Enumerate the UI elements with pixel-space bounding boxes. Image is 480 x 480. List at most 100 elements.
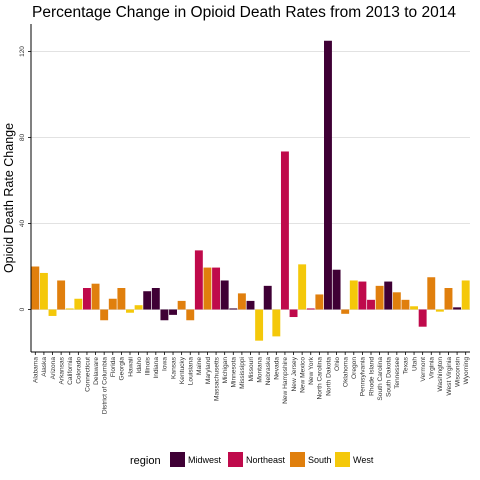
x-tick-label: Wyoming xyxy=(463,357,470,385)
x-tick-label: New Jersey xyxy=(291,356,298,391)
bar xyxy=(392,292,401,310)
x-tick-label: Connecticut xyxy=(84,357,91,392)
x-tick-label: Texas xyxy=(403,356,410,374)
x-tick-label: Nebraska xyxy=(265,357,272,386)
legend-title: region xyxy=(130,455,161,467)
x-tick-label: Minnesota xyxy=(231,357,238,388)
bar xyxy=(298,264,307,310)
legend-label-south: South xyxy=(308,455,332,465)
y-axis-label: Opioid Death Rate Change xyxy=(2,123,16,273)
y-axis-ticks: 0 40 80 120 xyxy=(19,46,31,311)
x-tick-label: Mississippi xyxy=(239,356,246,388)
x-tick-label: District of Columbia xyxy=(101,357,108,414)
bar xyxy=(401,299,410,310)
gridlines xyxy=(31,51,470,310)
x-tick-label: North Dakota xyxy=(325,357,332,396)
x-tick-label: Vermont xyxy=(420,357,427,382)
bar xyxy=(74,298,83,310)
bar xyxy=(220,280,229,310)
legend-key-west xyxy=(335,452,350,467)
bar xyxy=(255,309,264,341)
bar xyxy=(117,288,126,310)
bar xyxy=(160,309,169,321)
bar xyxy=(82,288,91,310)
bar xyxy=(341,309,350,314)
bar xyxy=(39,272,48,310)
x-tick-label: Arizona xyxy=(50,357,57,380)
bar xyxy=(100,309,109,321)
x-tick-label: New Mexico xyxy=(299,357,306,393)
x-tick-label: Ohio xyxy=(334,357,341,371)
bar xyxy=(349,280,358,310)
x-tick-label: West Virginia xyxy=(446,357,453,396)
x-tick-label: Indiana xyxy=(153,357,160,379)
bars xyxy=(31,40,470,341)
x-tick-label: Louisiana xyxy=(188,357,195,386)
bar xyxy=(306,308,315,310)
x-axis-ticks: Alabama Alaska Arizona Arkansas California Co… xyxy=(33,352,470,414)
bar xyxy=(186,309,195,321)
bar xyxy=(177,300,186,310)
bar xyxy=(134,305,143,310)
bar xyxy=(263,285,272,310)
bar xyxy=(384,281,393,310)
x-tick-label: Delaware xyxy=(93,357,100,385)
bar xyxy=(108,298,117,310)
bar xyxy=(332,269,341,310)
x-tick-label: Maine xyxy=(196,357,203,375)
bar xyxy=(453,307,462,310)
chart-title: Percentage Change in Opioid Death Rates … xyxy=(32,4,456,21)
bar xyxy=(427,277,436,310)
x-tick-label: California xyxy=(67,357,74,385)
bar xyxy=(375,285,384,310)
x-tick-label: New York xyxy=(308,356,315,385)
legend-label-northeast: Northeast xyxy=(246,455,286,465)
legend: region Midwest Northeast South West xyxy=(130,452,374,467)
x-tick-label: Arkansas xyxy=(58,356,65,384)
bar xyxy=(315,294,324,310)
bar xyxy=(418,309,427,327)
x-tick-label: Oregon xyxy=(351,357,358,379)
legend-key-south xyxy=(290,452,305,467)
x-tick-label: Kentucky xyxy=(179,356,186,384)
bar xyxy=(461,280,470,310)
x-tick-label: Alabama xyxy=(33,357,40,383)
bar xyxy=(435,309,444,312)
bar xyxy=(367,299,375,310)
y-tick-label: 80 xyxy=(19,134,26,142)
bar xyxy=(358,281,367,310)
legend-label-west: West xyxy=(353,455,374,465)
y-tick-label: 0 xyxy=(19,307,26,311)
x-tick-label: South Dakota xyxy=(386,357,393,397)
x-tick-label: Hawaii xyxy=(127,356,134,376)
x-tick-label: Rhode Island xyxy=(368,357,375,396)
x-tick-label: Wisconsin xyxy=(454,357,461,387)
bar xyxy=(280,151,289,310)
y-tick-label: 120 xyxy=(19,46,26,57)
x-tick-label: New Hampshire xyxy=(282,357,289,404)
bar xyxy=(324,40,332,310)
x-tick-label: Massachusetts xyxy=(213,356,220,401)
legend-key-midwest xyxy=(170,452,185,467)
bar xyxy=(272,309,281,337)
x-tick-label: Illinois xyxy=(145,356,152,375)
bar xyxy=(212,267,221,310)
bar xyxy=(237,293,246,310)
x-tick-label: Nevada xyxy=(274,357,281,380)
legend-key-northeast xyxy=(228,452,243,467)
bar xyxy=(289,309,298,318)
y-tick-label: 40 xyxy=(19,220,26,228)
x-tick-label: Utah xyxy=(411,357,418,371)
x-tick-label: South Carolina xyxy=(377,357,384,401)
x-tick-label: Montana xyxy=(256,357,263,383)
bar xyxy=(143,291,152,310)
x-tick-label: Michigan xyxy=(222,357,229,384)
x-tick-label: Washington xyxy=(437,357,444,392)
x-tick-label: Kansas xyxy=(170,356,177,379)
bar xyxy=(246,300,255,310)
bar xyxy=(48,309,57,316)
x-tick-label: Florida xyxy=(110,357,117,377)
x-tick-label: Colorado xyxy=(76,357,83,384)
bar xyxy=(57,280,66,310)
x-tick-label: Pennsylvania xyxy=(360,357,367,397)
